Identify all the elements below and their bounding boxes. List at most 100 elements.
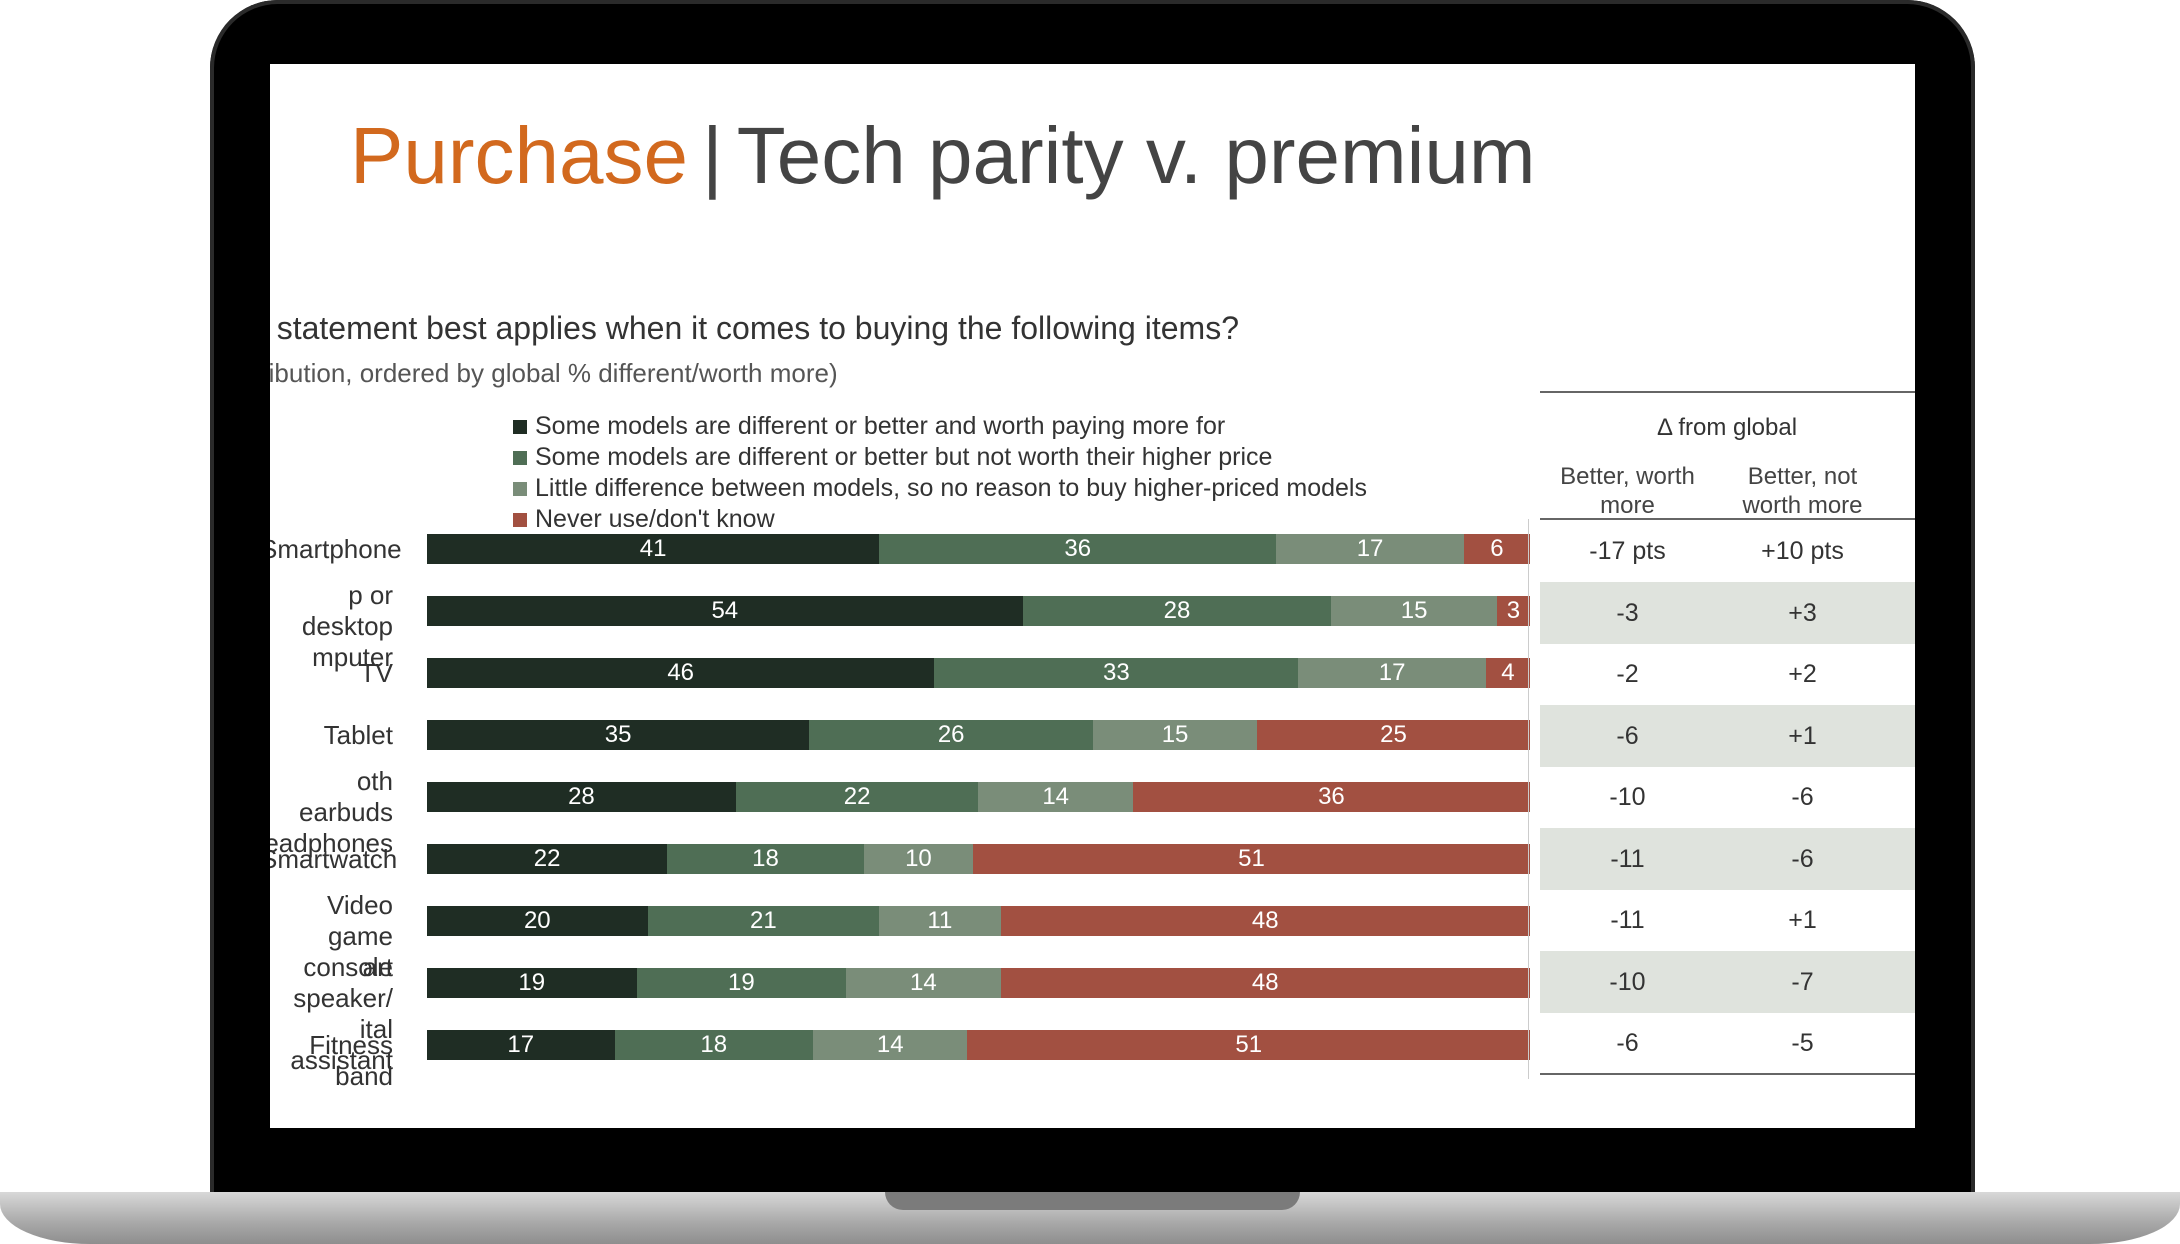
slide-title: Purchase | Tech parity v. premium xyxy=(350,110,1536,202)
delta-row: -11 -6 xyxy=(1540,827,1915,890)
delta-row: -10 -6 xyxy=(1540,766,1915,828)
bar-segment: 10 xyxy=(863,844,974,874)
bar-segment: 48 xyxy=(1000,906,1530,936)
stacked-bar: 20 21 11 48 xyxy=(427,906,1530,936)
chart-divider xyxy=(1528,519,1529,1079)
stacked-bar: 28 22 14 36 xyxy=(427,782,1530,812)
bar-segment: 4 xyxy=(1485,658,1530,688)
delta-not-worth-more: -7 xyxy=(1791,967,1814,996)
chart-legend: Some models are different or better and … xyxy=(513,411,1367,535)
bar-segment: 33 xyxy=(934,658,1299,688)
category-label: Tablet xyxy=(323,719,393,750)
delta-not-worth-more: +3 xyxy=(1788,598,1817,627)
category-label: art speaker/ ital assistant xyxy=(290,952,393,1075)
title-text: Tech parity v. premium xyxy=(736,111,1536,200)
delta-not-worth-more: +1 xyxy=(1788,721,1817,750)
legend-label: Some models are different or better but … xyxy=(535,443,1273,471)
legend-swatch xyxy=(513,512,527,527)
legend-item: Never use/don't know xyxy=(513,504,1367,535)
bar-segment: 17 xyxy=(1298,658,1486,688)
delta-worth-more: -10 xyxy=(1609,783,1646,811)
delta-row: -11 +1 xyxy=(1540,889,1915,951)
category-label: oth earbuds eadphones xyxy=(270,766,393,858)
category-label: Smartwatch xyxy=(270,843,398,874)
bar-segment: 28 xyxy=(1022,596,1332,626)
category-label: p or desktop mputer xyxy=(301,580,393,672)
delta-row: -6 -5 xyxy=(1540,1012,1915,1074)
delta-top-rule xyxy=(1540,391,1915,393)
delta-header: Δ from global xyxy=(1656,414,1798,441)
delta-col2-header: Better, not worth more xyxy=(1742,463,1863,519)
bar-segment: 25 xyxy=(1256,720,1530,750)
stacked-bar: 41 36 17 6 xyxy=(427,534,1530,564)
delta-worth-more: -6 xyxy=(1616,721,1639,750)
bar-segment: 15 xyxy=(1331,596,1497,626)
category-label: Smartphone xyxy=(270,533,402,564)
bar-segment: 14 xyxy=(846,968,1001,998)
delta-not-worth-more: -6 xyxy=(1791,783,1814,811)
bar-segment: 6 xyxy=(1463,534,1530,564)
bar-segment: 17 xyxy=(1276,534,1464,564)
delta-worth-more: -17 pts xyxy=(1589,537,1666,565)
bar-segment: 48 xyxy=(1000,968,1530,998)
category-label: Fitness band xyxy=(309,1029,393,1091)
legend-label: Never use/don't know xyxy=(535,505,775,533)
legend-item: Some models are different or better but … xyxy=(513,442,1367,473)
survey-question: n statement best applies when it comes t… xyxy=(270,310,1239,346)
slide-screen: Purchase | Tech parity v. premium n statem… xyxy=(270,64,1915,1128)
bar-segment: 41 xyxy=(427,534,880,564)
title-separator: | xyxy=(701,111,723,200)
delta-not-worth-more: +10 pts xyxy=(1761,537,1844,565)
bar-segment: 21 xyxy=(647,906,880,936)
bar-segment: 19 xyxy=(636,968,847,998)
bar-segment: 19 xyxy=(427,968,637,998)
bar-segment: 22 xyxy=(735,782,979,812)
stacked-bar: 17 18 14 51 xyxy=(427,1030,1530,1060)
bar-segment: 26 xyxy=(809,720,1094,750)
bar-segment: 36 xyxy=(879,534,1277,564)
bar-segment: 20 xyxy=(427,906,648,936)
legend-label: Some models are different or better and … xyxy=(535,412,1226,440)
stacked-bar: 54 28 15 3 xyxy=(427,596,1530,626)
bar-segment: 18 xyxy=(667,844,864,874)
bar-segment: 22 xyxy=(427,844,668,874)
legend-item: Some models are different or better and … xyxy=(513,411,1367,442)
bar-segment: 3 xyxy=(1496,596,1530,626)
category-label: TV xyxy=(359,657,393,688)
bar-segment: 15 xyxy=(1093,720,1257,750)
legend-swatch xyxy=(513,419,527,434)
delta-worth-more: -6 xyxy=(1616,1029,1639,1057)
category-label: Video game console xyxy=(303,890,393,982)
delta-not-worth-more: -6 xyxy=(1791,844,1814,873)
delta-worth-more: -2 xyxy=(1616,660,1639,688)
legend-label: Little difference between models, so no … xyxy=(535,474,1367,502)
bar-segment: 11 xyxy=(879,906,1001,936)
legend-swatch xyxy=(513,450,527,465)
delta-col1-header: Better, worth more xyxy=(1560,463,1695,519)
bar-segment: 28 xyxy=(427,782,736,812)
bar-segment: 14 xyxy=(978,782,1133,812)
delta-worth-more: -10 xyxy=(1609,967,1646,996)
delta-worth-more: -11 xyxy=(1610,906,1645,934)
delta-not-worth-more: +2 xyxy=(1788,660,1817,688)
bar-segment: 46 xyxy=(427,658,935,688)
delta-not-worth-more: +1 xyxy=(1788,906,1817,934)
bar-segment: 18 xyxy=(614,1030,814,1060)
delta-not-worth-more: -5 xyxy=(1791,1029,1814,1057)
laptop-notch xyxy=(885,1192,1300,1210)
delta-row: -2 +2 xyxy=(1540,643,1915,705)
delta-header-rule xyxy=(1540,518,1915,520)
delta-worth-more: -3 xyxy=(1616,598,1639,627)
bar-segment: 36 xyxy=(1132,782,1530,812)
bar-segment: 51 xyxy=(967,1030,1530,1060)
legend-swatch xyxy=(513,481,527,496)
bar-segment: 51 xyxy=(973,844,1530,874)
delta-worth-more: -11 xyxy=(1610,844,1645,873)
stacked-bar: 22 18 10 51 xyxy=(427,844,1530,874)
bar-segment: 14 xyxy=(813,1030,968,1060)
bar-segment: 17 xyxy=(427,1030,615,1060)
bar-segment: 35 xyxy=(427,720,810,750)
stacked-bar: 46 33 17 4 xyxy=(427,658,1530,688)
chart-note: ribution, ordered by global % different/… xyxy=(270,358,838,388)
stacked-bar: 35 26 15 25 xyxy=(427,720,1530,750)
